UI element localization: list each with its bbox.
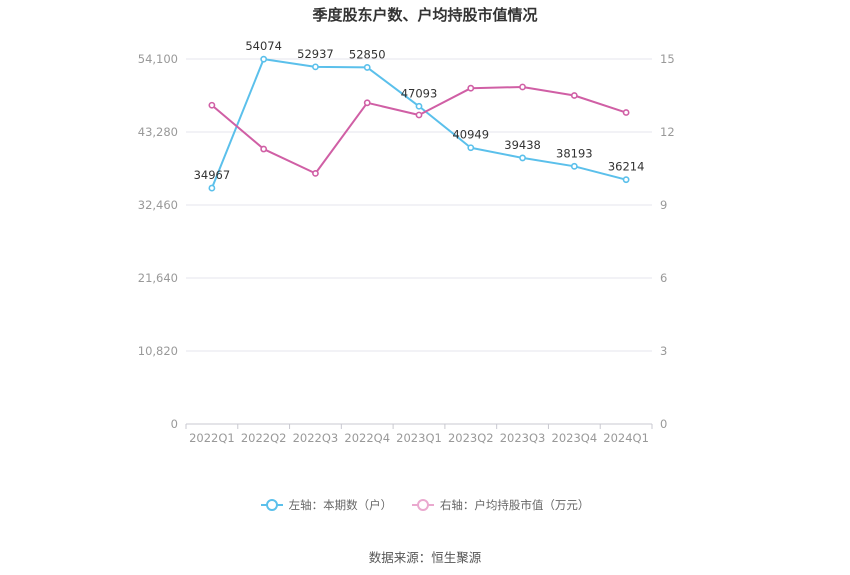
series-point-right — [570, 92, 578, 99]
data-label: 36214 — [608, 160, 645, 174]
series-point-left — [415, 102, 423, 110]
data-label: 34967 — [194, 168, 231, 182]
series-point-left — [570, 162, 578, 170]
series-point-right — [363, 99, 371, 107]
x-axis-tick-label: 2022Q3 — [293, 431, 339, 445]
x-axis-tick-label: 2022Q4 — [344, 431, 390, 445]
left-axis: 0 10,820 21,640 32,460 43,280 54,100 — [138, 52, 178, 431]
series-lines — [208, 55, 630, 192]
right-axis-tick-label: 12 — [660, 125, 675, 139]
series-point-left — [260, 55, 268, 63]
chart-title: 季度股东户数、户均持股市值情况 — [312, 6, 538, 24]
series-point-right — [312, 169, 319, 177]
series-point-left — [312, 63, 319, 71]
series-point-left — [208, 184, 216, 192]
grid-lines — [186, 58, 652, 352]
data-label: 52937 — [297, 47, 334, 61]
x-axis-tick-label: 2023Q3 — [500, 431, 546, 445]
x-axis-tick-label: 2023Q1 — [396, 431, 442, 445]
x-axis-tick-label: 2024Q1 — [603, 431, 649, 445]
series-point-left — [467, 144, 475, 152]
series-point-right — [467, 84, 475, 92]
x-axis: 2022Q1 2022Q2 2022Q3 2022Q4 2023Q1 2023Q2 2023… — [185, 423, 653, 445]
data-label: 39438 — [504, 138, 541, 152]
legend-marker-right-icon — [411, 499, 434, 511]
left-axis-tick-label: 54,100 — [138, 52, 178, 66]
legend-item-right-series[interactable]: 右轴：户均持股市值（万元） — [411, 497, 590, 513]
legend-label-right: 右轴：户均持股市值（万元） — [439, 498, 590, 512]
series-point-right — [622, 109, 630, 116]
left-axis-tick-label: 21,640 — [138, 271, 178, 285]
legend: 左轴：本期数（户） 右轴：户均持股市值（万元） — [0, 497, 850, 514]
data-label: 52850 — [349, 47, 386, 61]
series-point-right — [208, 101, 216, 109]
x-axis-tick-label: 2023Q4 — [552, 431, 598, 445]
left-axis-tick-label: 43,280 — [138, 125, 178, 139]
series-point-right — [519, 83, 526, 91]
data-source: 数据来源：恒生聚源 — [368, 550, 482, 565]
right-axis-tick-label: 6 — [660, 271, 667, 285]
x-axis-tick-label: 2023Q2 — [448, 431, 494, 445]
data-label: 47093 — [401, 86, 438, 100]
legend-item-left-series[interactable]: 左轴：本期数（户） — [260, 497, 393, 513]
left-axis-tick-label: 0 — [171, 417, 178, 431]
series-point-right — [415, 111, 423, 119]
left-axis-tick-label: 32,460 — [138, 198, 178, 212]
series-point-left — [363, 64, 371, 71]
series-point-left — [519, 154, 526, 162]
data-labels: 34967 54074 52937 52850 47093 40949 39438 38193… — [194, 39, 645, 182]
data-label: 38193 — [556, 146, 593, 160]
series-point-right — [260, 145, 268, 153]
data-label: 40949 — [452, 128, 489, 142]
right-axis-tick-label: 3 — [660, 344, 667, 358]
right-axis: 0 3 6 9 12 15 — [660, 52, 675, 431]
right-axis-tick-label: 0 — [660, 417, 667, 431]
right-axis-tick-label: 15 — [660, 52, 675, 66]
data-label: 54074 — [245, 39, 282, 53]
left-axis-tick-label: 10,820 — [138, 344, 178, 358]
series-point-left — [622, 176, 630, 184]
x-axis-tick-label: 2022Q1 — [189, 431, 235, 445]
series-line-left — [210, 58, 627, 189]
x-axis-tick-label: 2022Q2 — [241, 431, 287, 445]
chart-plot: 0 10,820 21,640 32,460 43,280 54,100 0 3 6 9 12 15… — [138, 39, 675, 445]
legend-label-left: 左轴：本期数（户） — [288, 498, 393, 512]
right-axis-tick-label: 9 — [660, 198, 667, 212]
legend-marker-left-icon — [260, 499, 283, 511]
